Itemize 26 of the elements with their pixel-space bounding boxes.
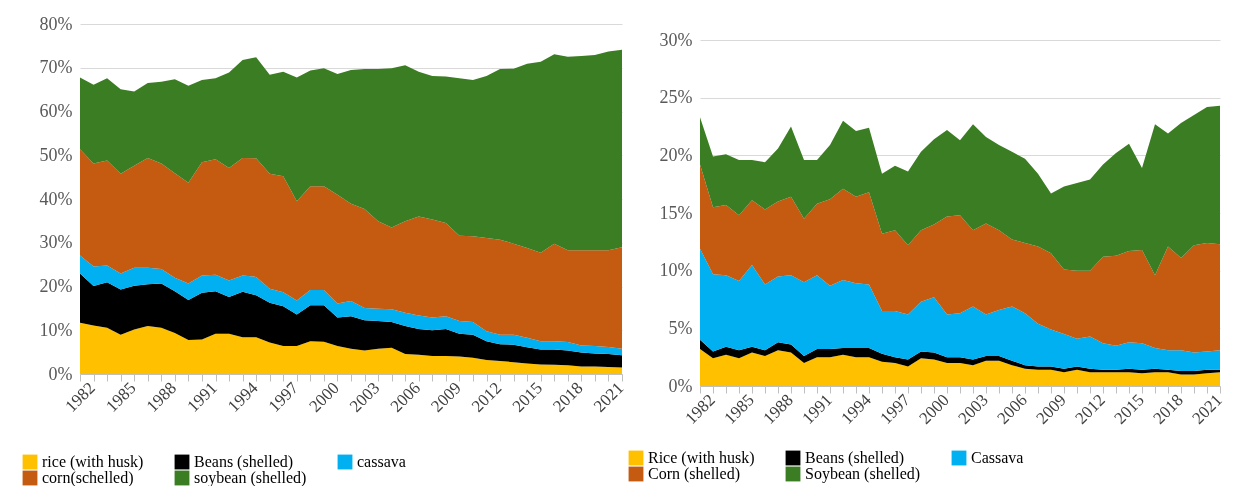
y-tick-label: 30% bbox=[659, 29, 693, 50]
y-tick-label: 25% bbox=[659, 87, 693, 108]
y-tick-label: 0% bbox=[48, 363, 73, 384]
legend-label: cassava bbox=[357, 453, 406, 470]
y-tick-label: 0% bbox=[668, 375, 693, 396]
y-tick-label: 15% bbox=[659, 202, 693, 223]
y-tick-label: 70% bbox=[39, 57, 73, 78]
legend-label: rice (with husk) bbox=[42, 453, 144, 471]
legend-label: Cassava bbox=[971, 449, 1024, 466]
y-tick-label: 80% bbox=[39, 13, 73, 34]
y-tick-label: 50% bbox=[39, 144, 73, 165]
y-tick-label: 20% bbox=[659, 144, 693, 165]
legend-label: Rice (with husk) bbox=[648, 449, 755, 467]
legend-label: Soybean (shelled) bbox=[805, 465, 921, 483]
legend-label: corn(schelled) bbox=[42, 469, 134, 487]
y-tick-label: 10% bbox=[39, 319, 73, 340]
y-tick-label: 10% bbox=[659, 260, 693, 281]
y-tick-label: 60% bbox=[39, 101, 73, 121]
y-tick-label: 5% bbox=[668, 317, 693, 338]
legend-label: Corn (shelled) bbox=[648, 465, 740, 483]
y-tick-label: 20% bbox=[39, 276, 73, 296]
y-tick-label: 40% bbox=[39, 188, 73, 209]
legend-label: Beans (shelled) bbox=[194, 453, 294, 471]
y-tick-label: 30% bbox=[39, 232, 73, 253]
legend-label: soybean (shelled) bbox=[194, 469, 307, 487]
legend-label: Beans (shelled) bbox=[805, 449, 905, 467]
